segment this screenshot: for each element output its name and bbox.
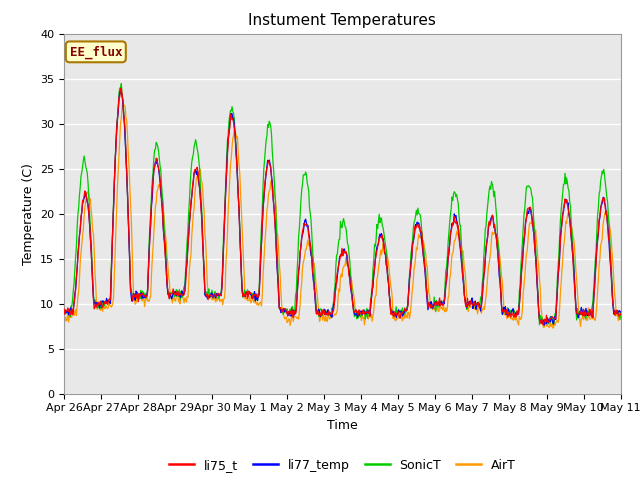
Y-axis label: Temperature (C): Temperature (C) xyxy=(22,163,35,264)
Title: Instument Temperatures: Instument Temperatures xyxy=(248,13,436,28)
Legend: li75_t, li77_temp, SonicT, AirT: li75_t, li77_temp, SonicT, AirT xyxy=(164,454,521,477)
Text: EE_flux: EE_flux xyxy=(70,45,122,59)
X-axis label: Time: Time xyxy=(327,419,358,432)
